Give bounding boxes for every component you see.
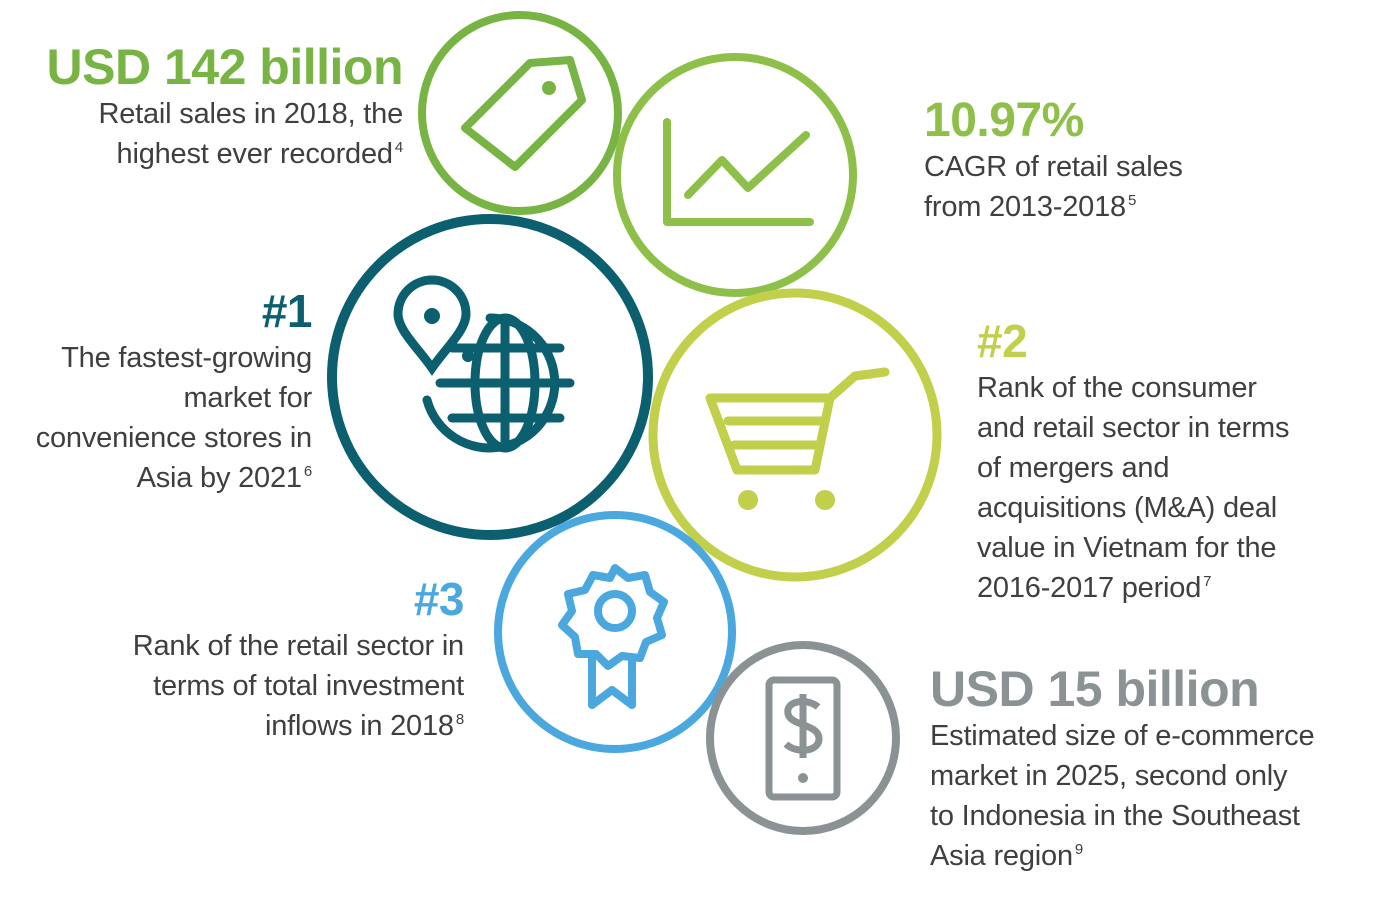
stat-line: CAGR of retail sales	[924, 151, 1183, 183]
circle-mna	[648, 288, 942, 582]
stat-line: acquisitions (M&A) deal	[977, 492, 1278, 524]
stat-headline: USD 142 billion	[46, 39, 404, 95]
footnote-ref: 9	[1074, 841, 1084, 859]
circle-ecommerce	[706, 641, 900, 835]
circle-investment	[494, 511, 736, 753]
stat-mna: #2 Rank of the consumer and retail secto…	[977, 315, 1290, 608]
award-ribbon-icon	[558, 564, 668, 709]
stat-line: value in Vietnam for the	[977, 532, 1277, 564]
stat-line: inflows in 2018	[265, 710, 454, 742]
stat-line: convenience stores in	[35, 422, 313, 454]
stat-retail-sales: USD 142 billion Retail sales in 2018, th…	[46, 39, 404, 174]
footnote-ref: 5	[1127, 192, 1137, 210]
stat-line: terms of total investment	[153, 670, 464, 702]
stat-line: Asia region	[930, 840, 1073, 872]
stat-description: Retail sales in 2018, the highest ever r…	[47, 94, 403, 174]
stat-convenience: #1 The fastest-growing market for conven…	[35, 285, 313, 498]
stat-headline: USD 15 billion	[930, 661, 1260, 717]
stat-description: CAGR of retail sales from 2013-2018 5	[924, 147, 1183, 227]
stat-line: Estimated size of e-commerce	[930, 720, 1315, 752]
stat-ecommerce: USD 15 billion Estimated size of e-comme…	[930, 661, 1315, 876]
footnote-ref: 6	[303, 463, 312, 481]
shopping-cart-icon	[705, 367, 890, 510]
circle-convenience	[327, 214, 653, 540]
stat-description: Rank of the consumer and retail sector i…	[977, 368, 1290, 608]
stat-line: market for	[183, 382, 312, 414]
mobile-dollar-icon	[765, 676, 841, 801]
footnote-ref: 7	[1203, 573, 1212, 591]
stat-line: to Indonesia in the Southeast	[930, 800, 1300, 832]
stat-headline: #2	[977, 315, 1028, 367]
stat-investment: #3 Rank of the retail sector in terms of…	[132, 573, 465, 746]
stat-line: of mergers and	[977, 452, 1170, 484]
line-chart-icon	[663, 118, 814, 226]
stat-cagr: 10.97% CAGR of retail sales from 2013-20…	[924, 97, 1183, 227]
price-tag-icon	[461, 56, 586, 171]
stat-line: Rank of the consumer	[977, 372, 1257, 404]
circle-retail-sales	[418, 11, 622, 215]
stat-line: and retail sector in terms	[977, 412, 1290, 444]
stat-line: Retail sales in 2018, the	[98, 98, 403, 130]
stat-line: highest ever recorded	[116, 138, 394, 170]
footnote-ref: 8	[455, 711, 464, 729]
footnote-ref: 4	[394, 139, 403, 157]
stat-line: market in 2025, second only	[930, 760, 1288, 792]
stat-line: The fastest-growing	[61, 342, 312, 374]
stat-description: The fastest-growing market for convenien…	[35, 338, 313, 498]
stat-line: from 2013-2018	[924, 191, 1126, 223]
stat-headline: #3	[413, 573, 465, 625]
circle-cagr	[613, 53, 857, 297]
stat-line: Asia by 2021	[136, 462, 302, 494]
globe-location-icon	[393, 275, 575, 453]
stat-description: Rank of the retail sector in terms of to…	[132, 626, 465, 746]
stat-line: Rank of the retail sector in	[132, 630, 464, 662]
stat-headline: #1	[261, 285, 313, 337]
stat-line: 2016-2017 period	[977, 572, 1202, 604]
stat-headline: 10.97%	[924, 94, 1084, 147]
stat-description: Estimated size of e-commerce market in 2…	[930, 716, 1315, 876]
